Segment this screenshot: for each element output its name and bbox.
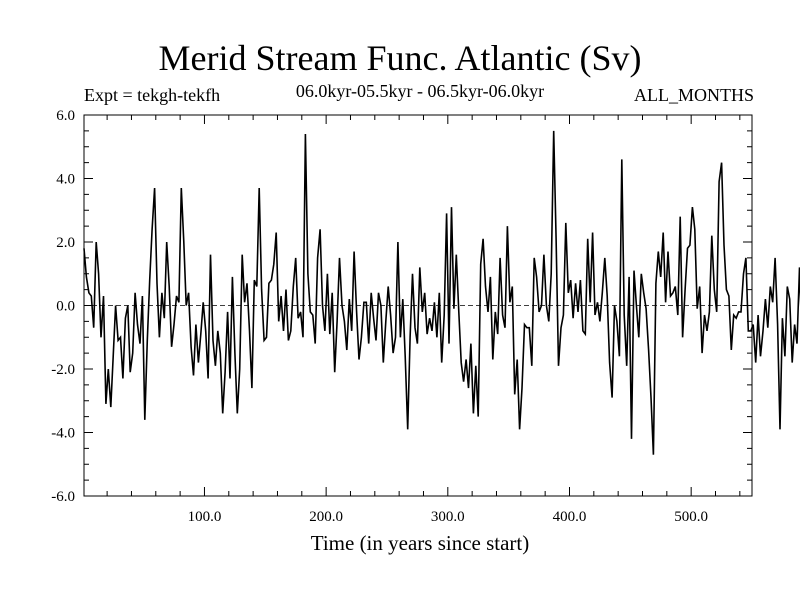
x-tick-label: 400.0: [553, 509, 587, 525]
experiment-label: Expt = tekgh-tekfh: [84, 85, 221, 105]
x-tick-label: 200.0: [309, 509, 343, 525]
x-tick-label: 500.0: [674, 509, 708, 525]
y-tick-label: -6.0: [51, 489, 75, 505]
chart-subtitle: 06.0kyr-05.5kyr - 06.5kyr-06.0kyr: [295, 81, 545, 101]
plot-frame: [83, 114, 753, 497]
chart-title: Merid Stream Func. Atlantic (Sv): [158, 38, 642, 78]
y-tick-label: -2.0: [51, 362, 75, 378]
x-tick-label: 300.0: [431, 509, 465, 525]
y-tick-label: 2.0: [56, 235, 75, 251]
x-tick-label: 100.0: [188, 509, 222, 525]
months-label: ALL_MONTHS: [634, 85, 754, 105]
y-tick-label: 4.0: [56, 172, 75, 188]
x-axis-label: Time (in years since start): [310, 531, 530, 555]
y-tick-label: 6.0: [56, 108, 75, 124]
y-tick-label: -4.0: [51, 426, 75, 442]
y-tick-label: 0.0: [56, 299, 75, 315]
series-line-0: [83, 130, 800, 455]
